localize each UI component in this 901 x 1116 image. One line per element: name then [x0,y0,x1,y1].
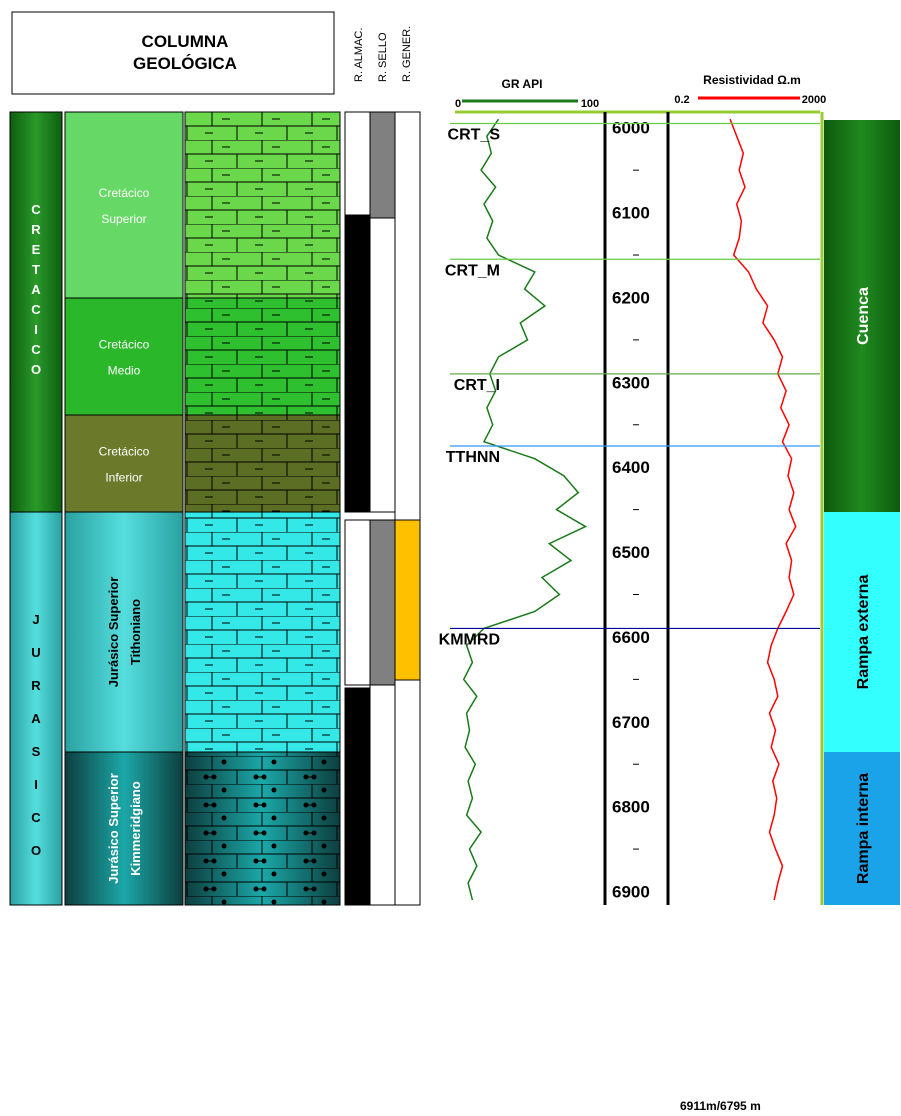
series-label: Cretácico [99,445,150,459]
series-box [64,297,184,416]
series-box [64,111,184,299]
play-element [344,214,371,513]
facies-box [824,120,900,512]
lithology-pattern [185,112,340,298]
res-title: Resistividad Ω.m [703,73,801,87]
facies-label: Rampa interna [855,773,872,884]
depth-label: 6200 [612,288,650,307]
depth-label: 6000 [612,119,650,138]
lithology-pattern [185,415,340,512]
play-element [394,519,421,681]
top-label: CRT_I [454,377,500,394]
play-element [369,111,396,219]
series-label: Medio [108,364,141,378]
res-tick: 0.2 [674,94,689,106]
series-box [64,751,184,906]
series-label: Cretácico [99,186,150,200]
series-label: Jurásico Superior [106,577,121,688]
play-element [369,684,396,906]
depth-label: 6500 [612,543,650,562]
depth-label: 6100 [612,204,650,223]
title: GEOLÓGICA [133,54,237,73]
play-element [344,519,371,686]
depth-label: 6600 [612,628,650,647]
depth-label: 6900 [612,883,650,902]
column-header: R. ALMAC. [353,28,365,82]
depth-label: 6700 [612,713,650,732]
depth-label: 6400 [612,458,650,477]
series-label: Jurásico Superior [106,773,121,884]
play-element [369,519,396,686]
gr-tick: 0 [455,98,461,110]
top-label: CRT_M [445,262,500,279]
facies-box [824,512,900,752]
system-label: JURASICO [29,612,44,876]
facies-label: Cuenca [855,287,872,345]
system-label: CRETACICO [29,202,44,382]
lithology-pattern [185,752,340,905]
play-element [394,111,421,906]
content: COLUMNA GEOLÓGICA R. ALMAC. R. SELLO R. GENE… [9,26,900,1113]
res-tick: 2000 [802,94,826,106]
res-curve [729,118,797,901]
column-header: R. SELLO [377,32,389,82]
depth-label: 6300 [612,373,650,392]
system-box [9,111,63,513]
play-element [369,217,396,513]
title: COLUMNA [142,32,229,51]
facies-box [824,752,900,905]
series-label: Tithoniano [128,599,143,665]
series-box [64,511,184,753]
series-label: Kimmeridgiano [128,781,143,876]
footer: 6911m/6795 m [680,1099,761,1113]
lithology-pattern [185,512,340,752]
top-label: TTHNN [446,449,500,466]
series-box [64,414,184,513]
gr-title: GR API [502,77,543,91]
series-label: Inferior [105,471,142,485]
gr-curve [462,118,588,901]
play-element [344,687,371,906]
facies-label: Rampa externa [855,575,872,690]
play-element [344,111,371,216]
series-label: Superior [101,212,146,226]
gr-tick: 100 [581,98,599,110]
system-box [9,511,63,906]
title-box [11,11,335,95]
column-header: R. GENER. [401,26,413,82]
top-label: CRT_S [448,126,501,143]
top-label: KMMRD [439,631,500,648]
series-label: Cretácico [99,338,150,352]
lithology-pattern [185,298,340,415]
depth-label: 6800 [612,798,650,817]
